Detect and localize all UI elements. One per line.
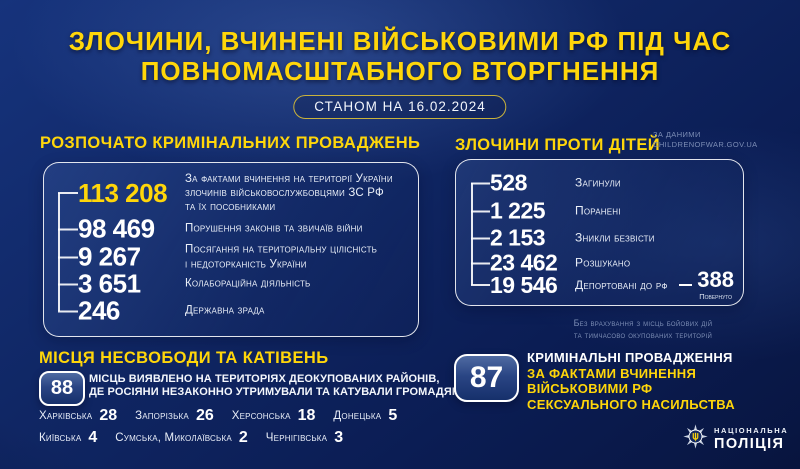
region-item: Донецька 5 xyxy=(333,407,397,425)
region-count: 4 xyxy=(88,429,98,446)
bracket-tick xyxy=(471,182,490,184)
page-title: ЗЛОЧИНИ, ВЧИНЕНІ ВІЙСЬКОВИМИ РФ ПІД ЧАС … xyxy=(68,26,732,86)
stat-row: 23 462 Розшукано xyxy=(471,250,734,277)
stat-value: 3 651 xyxy=(78,268,141,299)
region-name: Запорізька xyxy=(135,410,189,422)
region-item: Чернігівська 3 xyxy=(266,429,343,447)
region-count: 28 xyxy=(99,407,118,424)
region-item: Київська 4 xyxy=(39,429,97,447)
region-name: Херсонська xyxy=(231,410,291,422)
places-description: МІСЦЬ ВИЯВЛЕНО НА ТЕРИТОРІЯХ ДЕОКУПОВАНИ… xyxy=(89,373,460,399)
sv-line: ВІЙСЬКОВИМИ РФ xyxy=(527,381,653,396)
sv-line: СЕКСУАЛЬНОГО НАСИЛЬСТВА xyxy=(527,396,735,412)
bracket-tick xyxy=(471,237,490,239)
section-header-children: ЗЛОЧИНИ ПРОТИ ДІТЕЙ xyxy=(455,136,661,154)
stat-label: Розшукано xyxy=(575,255,631,270)
stat-row: 9 267 Посягання на територіальну цілісні… xyxy=(58,242,410,273)
returned-group: 388 Повернуто xyxy=(675,269,734,301)
bracket-line xyxy=(471,183,473,285)
region-count: 5 xyxy=(388,407,398,424)
stat-label: Зникли безвісти xyxy=(575,230,655,245)
count-badge-87: 87 xyxy=(454,354,519,402)
sv-line: КРИМІНАЛЬНІ ПРОВАДЖЕННЯ xyxy=(527,350,733,365)
stat-label: Колабораційна діяльність xyxy=(185,277,311,290)
stat-value: 246 xyxy=(78,295,120,326)
stat-label: За фактами вчинення на території України… xyxy=(185,172,393,214)
stat-row: 1 225 Поранені xyxy=(471,198,734,225)
police-badge-icon xyxy=(682,420,709,458)
stat-label: Поранені xyxy=(575,203,621,218)
bracket-tick xyxy=(58,228,78,230)
children-disclaimer: Без врахування з місць бойових дій та ти… xyxy=(573,318,713,340)
regions-row: Харківська 28 Запорізька 26 Херсонська 1… xyxy=(39,407,415,425)
region-count: 3 xyxy=(334,429,344,446)
connector-dash xyxy=(679,284,693,286)
logo-text-line2: ПОЛІЦІЯ xyxy=(714,436,785,452)
stat-row: 113 208 За фактами вчинення на території… xyxy=(58,172,410,214)
logo-text-line1: НАЦІОНАЛЬНА xyxy=(714,426,789,435)
region-item: Запорізька 26 xyxy=(135,407,214,425)
stat-row: 98 469 Порушення законів та звичаїв війн… xyxy=(58,214,410,245)
stat-value: 9 267 xyxy=(78,241,141,272)
stat-value: 19 546 xyxy=(490,271,558,298)
stat-row: 19 546 Депортовані до рф 388 Повернуто xyxy=(471,269,734,301)
stat-label: Державна зрада xyxy=(185,304,265,317)
stat-row: 3 651 Колабораційна діяльність xyxy=(58,269,410,300)
stat-row: 246 Державна зрада xyxy=(58,296,410,327)
returned-value: 388 xyxy=(697,267,734,292)
bracket-line xyxy=(58,193,60,311)
stat-value: 2 153 xyxy=(490,224,546,251)
region-item: Сумська, Миколаївська 2 xyxy=(115,429,248,447)
sexual-violence-text: КРИМІНАЛЬНІ ПРОВАДЖЕННЯ ЗА ФАКТАМИ ВЧИНЕ… xyxy=(527,350,735,412)
stat-value: 98 469 xyxy=(78,213,155,244)
date-badge: СТАНОМ НА 16.02.2024 xyxy=(293,95,507,119)
region-name: Донецька xyxy=(333,410,382,422)
returned-label: Повернуто xyxy=(699,292,733,301)
bracket-tick xyxy=(58,191,78,194)
stat-value: 113 208 xyxy=(78,177,168,208)
children-panel: 528 Загинули 1 225 Поранені 2 153 Зникли… xyxy=(455,159,744,306)
region-count: 2 xyxy=(238,429,248,446)
national-police-logo: НАЦІОНАЛЬНА ПОЛІЦІЯ xyxy=(682,420,788,458)
stat-row: 2 153 Зникли безвісти xyxy=(471,225,734,252)
bracket-tick xyxy=(58,283,78,285)
stat-label: Порушення законів та звичаїв війни xyxy=(185,222,363,235)
stat-value: 528 xyxy=(490,169,527,196)
stat-row: 528 Загинули xyxy=(471,170,734,197)
bracket-tick xyxy=(58,310,78,312)
stat-label: Загинули xyxy=(575,175,621,190)
bracket-tick xyxy=(471,262,490,264)
stat-value: 1 225 xyxy=(490,197,546,224)
region-name: Харківська xyxy=(39,410,93,422)
bracket-tick xyxy=(471,284,490,286)
stat-value: 23 462 xyxy=(490,249,558,276)
region-name: Київська xyxy=(39,432,82,444)
source-note: ЗА ДАНИМИ CHILDRENOFWAR.GOV.UA xyxy=(653,130,758,149)
bracket-tick xyxy=(58,256,78,258)
bracket-tick xyxy=(471,210,490,212)
region-name: Сумська, Миколаївська xyxy=(115,432,232,444)
proceedings-panel: 113 208 За фактами вчинення на території… xyxy=(43,162,419,337)
sv-line: ЗА ФАКТАМИ ВЧИНЕННЯ xyxy=(527,365,697,381)
section-header-places: МІСЦЯ НЕСВОБОДИ ТА КАТІВЕНЬ xyxy=(39,349,329,367)
region-item: Херсонська 18 xyxy=(232,407,316,425)
stat-label: Посягання на територіальну цілісність і … xyxy=(185,243,378,270)
section-header-proceedings: РОЗПОЧАТО КРИМІНАЛЬНИХ ПРОВАДЖЕНЬ xyxy=(40,134,421,152)
count-badge-88: 88 xyxy=(39,371,85,406)
regions-row: Київська 4 Сумська, Миколаївська 2 Черні… xyxy=(39,429,361,447)
region-count: 18 xyxy=(297,407,316,424)
region-item: Харківська 28 xyxy=(39,407,117,425)
region-name: Чернігівська xyxy=(265,432,328,444)
region-count: 26 xyxy=(195,407,214,424)
stat-label: Депортовані до рф xyxy=(575,277,668,292)
